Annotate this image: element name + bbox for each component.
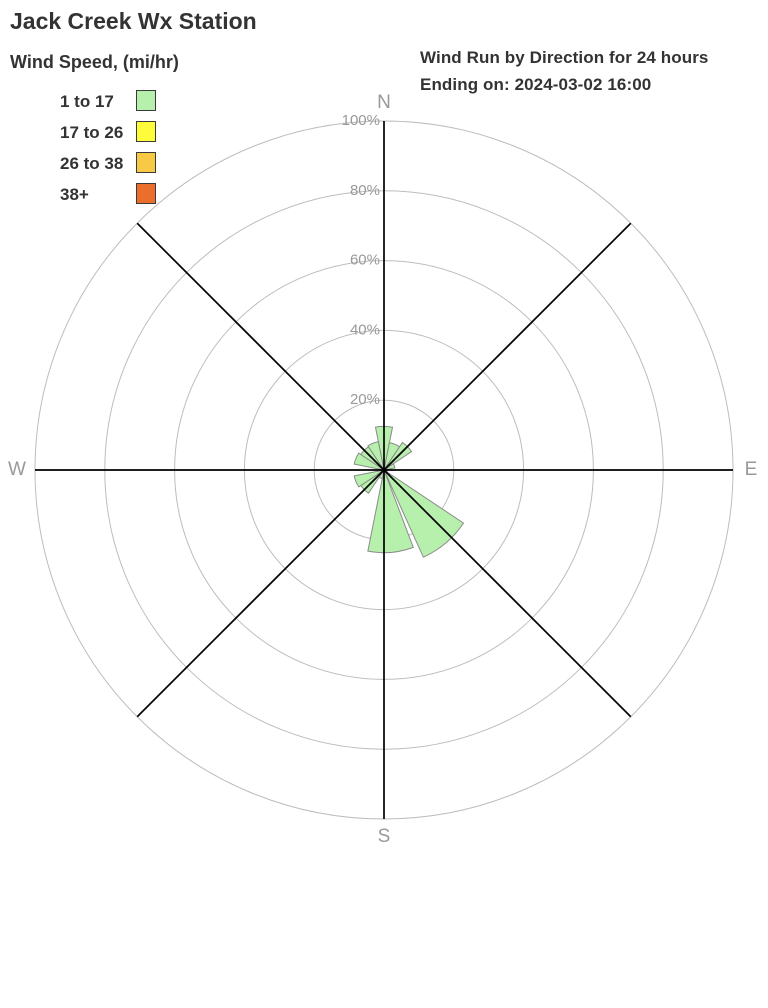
svg-text:100%: 100% (342, 112, 380, 129)
svg-text:20%: 20% (350, 391, 380, 408)
svg-text:60%: 60% (350, 252, 380, 269)
svg-text:S: S (378, 826, 391, 847)
svg-text:W: W (8, 459, 26, 480)
svg-text:80%: 80% (350, 182, 380, 199)
svg-text:E: E (745, 459, 758, 480)
svg-text:N: N (377, 92, 391, 113)
svg-text:40%: 40% (350, 321, 380, 338)
